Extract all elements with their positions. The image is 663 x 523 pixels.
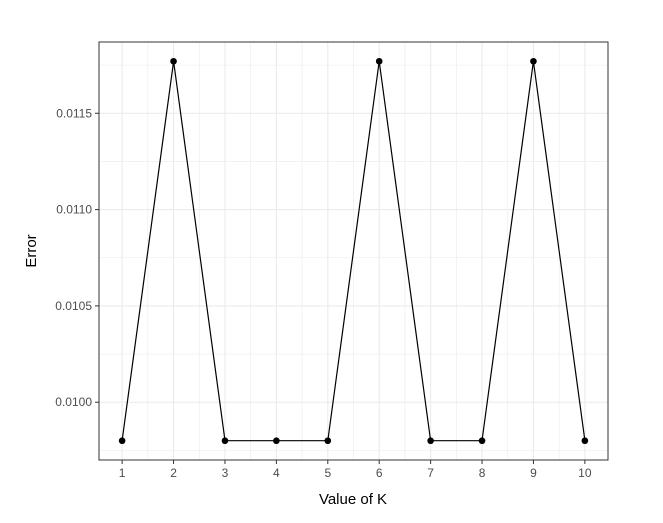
data-point [170, 57, 177, 65]
x-tick-label: 5 [324, 466, 331, 480]
data-point [478, 437, 486, 445]
data-point [581, 437, 589, 445]
x-tick-label: 10 [578, 466, 592, 480]
y-tick-label: 0.0115 [56, 106, 92, 120]
y-tick-label: 0.0105 [55, 299, 92, 313]
x-tick-label: 9 [530, 466, 537, 480]
data-point [427, 437, 434, 445]
x-tick-label: 2 [170, 466, 177, 480]
x-tick-label: 6 [376, 466, 383, 480]
x-axis-title: Value of K [319, 491, 387, 508]
x-tick-label: 1 [119, 466, 126, 480]
x-tick-label: 4 [273, 466, 280, 480]
x-tick-label: 8 [479, 466, 486, 480]
x-tick-label: 7 [427, 466, 434, 480]
y-axis-title: Error [23, 234, 40, 267]
axes: 1 2 3 4 5 6 7 8 9 10 0.0100 0.0105 0.0110 0.0115 [55, 106, 592, 480]
data-point [273, 437, 280, 445]
y-tick-label: 0.0100 [55, 395, 92, 409]
error-line [121, 61, 586, 442]
x-tick-label: 3 [222, 466, 229, 480]
data-point [324, 437, 332, 445]
data-point [221, 437, 229, 445]
series-layer [118, 57, 589, 445]
data-point [530, 57, 537, 65]
data-point [118, 437, 126, 445]
panel-border [98, 41, 609, 461]
y-tick-label: 0.0110 [56, 203, 92, 217]
data-point [375, 57, 383, 65]
